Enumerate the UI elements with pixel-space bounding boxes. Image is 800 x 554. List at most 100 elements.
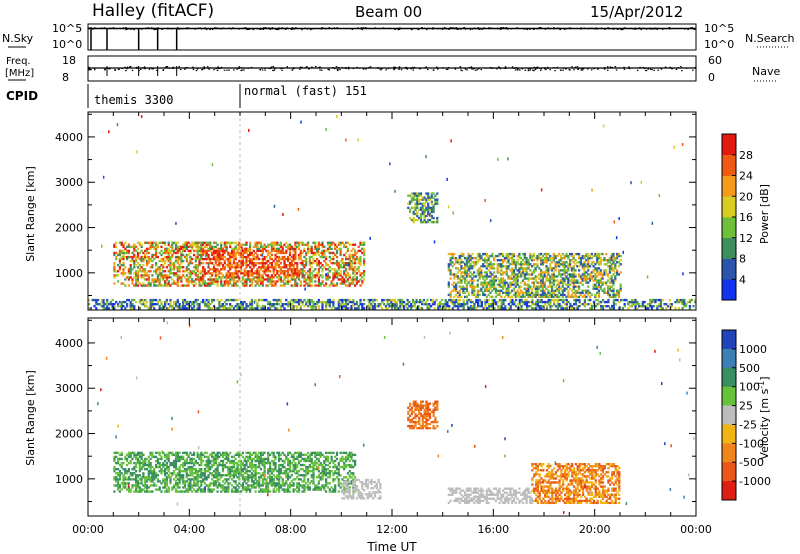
velocity-cell	[127, 455, 131, 459]
power-cell	[196, 274, 199, 277]
power-cell	[536, 287, 539, 290]
power-cell	[411, 300, 415, 304]
power-cell	[462, 275, 465, 278]
velocity-cell	[113, 470, 116, 473]
power-cell	[283, 272, 286, 275]
power-cell	[198, 278, 201, 281]
power-cell	[507, 289, 510, 292]
nsky-point	[276, 28, 278, 31]
power-cell	[419, 307, 422, 310]
power-cell	[231, 274, 234, 277]
power-cell	[599, 257, 602, 260]
power-cell	[576, 252, 579, 256]
power-cell	[272, 247, 275, 251]
power-cell	[225, 272, 228, 275]
power-cell	[536, 263, 539, 266]
power-cell	[151, 274, 154, 277]
power-cell	[223, 305, 226, 308]
power-cell	[478, 298, 482, 302]
power-cell	[354, 284, 357, 287]
power-cell	[229, 243, 232, 246]
power-cell	[231, 241, 234, 244]
nsky-point	[155, 28, 157, 30]
power-cell	[556, 263, 559, 266]
power-cell	[122, 255, 125, 259]
power-cell	[216, 257, 219, 261]
power-cell	[321, 276, 324, 279]
power-cell	[449, 252, 452, 256]
power-cell	[612, 261, 615, 264]
power-cell	[316, 274, 319, 277]
power-cell	[343, 278, 346, 281]
power-cell	[416, 194, 419, 197]
power-cell	[287, 282, 290, 285]
power-cell	[317, 282, 321, 285]
power-cell	[209, 307, 212, 310]
power-cell	[169, 257, 172, 261]
power-cell	[594, 267, 597, 270]
power-cell	[388, 303, 391, 306]
power-cell	[211, 307, 214, 310]
power-cell	[471, 291, 474, 294]
power-cell	[274, 249, 277, 253]
power-cell	[416, 196, 419, 199]
power-cell	[281, 255, 284, 259]
freq-point	[336, 69, 339, 72]
power-cell	[285, 276, 288, 279]
power-cell	[180, 262, 183, 265]
power-cell	[514, 293, 517, 297]
power-cell	[310, 284, 313, 287]
power-cell	[202, 276, 205, 279]
power-cell	[583, 257, 586, 260]
power-cell	[270, 280, 274, 283]
power-cell	[576, 289, 579, 292]
power-cell	[414, 204, 417, 208]
power-cell	[661, 307, 664, 310]
power-cell	[602, 124, 605, 128]
velocity-cell	[129, 488, 132, 491]
power-cell	[462, 289, 465, 292]
power-cell	[265, 270, 268, 273]
power-cell	[460, 271, 463, 274]
power-cell	[341, 278, 344, 281]
power-cell	[196, 247, 199, 251]
power-cell	[483, 293, 487, 297]
power-cell	[189, 249, 192, 253]
power-cell	[231, 247, 234, 251]
power-cell	[117, 270, 120, 273]
power-cell	[207, 243, 210, 246]
power-cell	[191, 243, 194, 246]
power-cell	[270, 241, 274, 244]
power-cell	[93, 298, 96, 302]
power-cell	[185, 255, 188, 259]
velocity-cell	[126, 470, 129, 473]
power-cell	[227, 266, 230, 269]
power-cell	[140, 270, 143, 273]
power-cell	[317, 307, 321, 310]
freq-point	[369, 66, 372, 68]
power-cell	[668, 298, 672, 302]
power-cell	[240, 303, 243, 306]
power-cell	[194, 278, 198, 281]
velocity-cell	[124, 472, 127, 475]
power-cell	[174, 241, 178, 244]
power-cell	[597, 252, 601, 256]
power-cell	[543, 257, 546, 260]
velocity-cell	[126, 488, 129, 491]
freq-point	[321, 69, 323, 71]
power-cell	[316, 262, 319, 265]
nsky-point	[444, 27, 446, 29]
power-cell	[312, 270, 315, 273]
power-cell	[185, 303, 188, 306]
power-cell	[520, 281, 523, 284]
power-cell	[164, 241, 167, 244]
power-cell	[384, 298, 388, 302]
power-cell	[339, 305, 342, 308]
power-cell	[520, 265, 523, 268]
power-cell	[339, 274, 342, 277]
power-cell	[174, 305, 178, 308]
power-cell	[500, 259, 503, 262]
power-cell	[88, 298, 91, 302]
freq-point	[319, 69, 321, 71]
power-cell	[498, 285, 501, 288]
